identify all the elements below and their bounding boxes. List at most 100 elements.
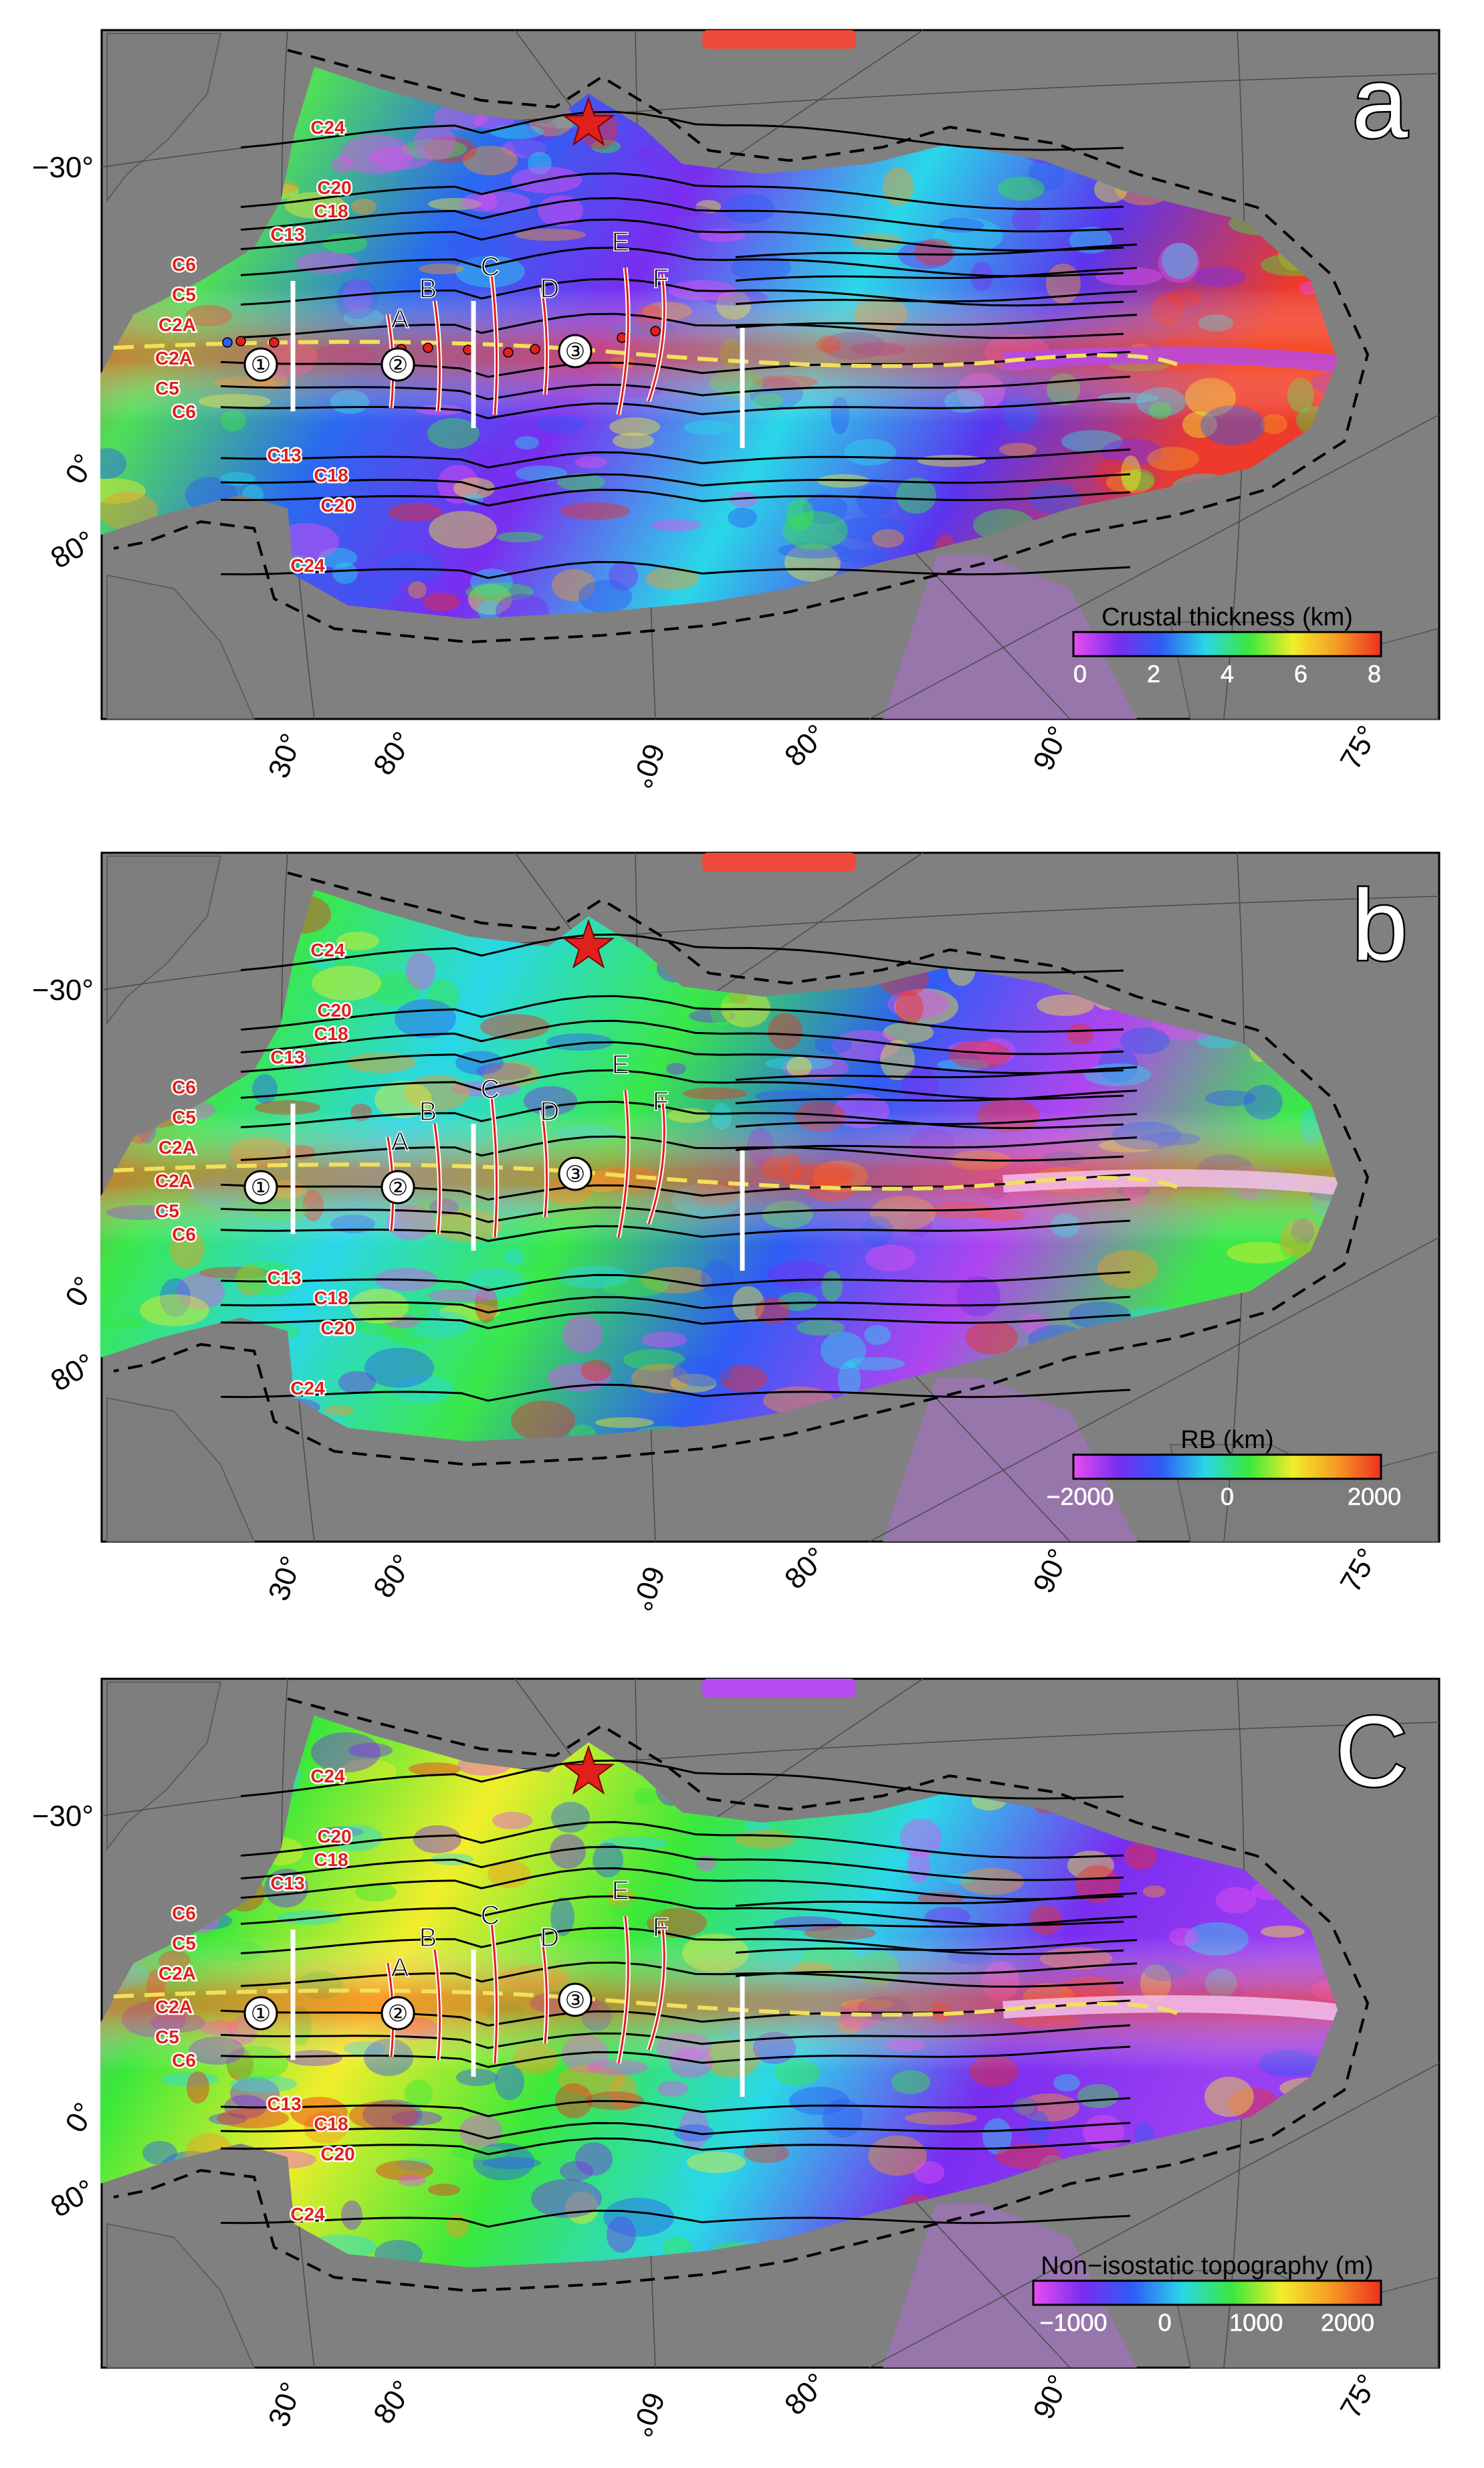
texture-blob xyxy=(1162,243,1198,279)
texture-blob xyxy=(475,1286,498,1323)
texture-blob xyxy=(774,1916,842,1931)
colorbar-tick: 0 xyxy=(1073,660,1087,688)
coastline-sw xyxy=(106,1397,255,1542)
texture-blob xyxy=(379,552,443,584)
top-strip xyxy=(702,853,856,871)
texture-blob xyxy=(982,2118,1012,2154)
chron-label: C5 xyxy=(155,378,179,399)
texture-blob xyxy=(375,1081,432,1118)
texture-blob xyxy=(575,456,607,468)
fracture-zone xyxy=(540,287,548,395)
texture-blob xyxy=(355,1883,397,1901)
texture-blob xyxy=(362,2099,423,2130)
chron-label: C18 xyxy=(314,2114,348,2134)
texture-blob xyxy=(894,989,958,1025)
segment-label: C xyxy=(481,1075,500,1104)
lat-label: 0° xyxy=(59,1271,101,1312)
lon-label: 30° xyxy=(262,729,308,782)
texture-blob xyxy=(455,255,525,288)
texture-blob xyxy=(405,2079,433,2107)
chron-label: C18 xyxy=(314,1849,348,1870)
texture-blob xyxy=(550,1834,586,1869)
texture-blob xyxy=(1019,1314,1049,1334)
texture-blob xyxy=(844,439,896,466)
texture-blob xyxy=(815,1035,852,1054)
texture-blob xyxy=(504,1249,524,1266)
texture-blob xyxy=(651,519,701,531)
texture-blob xyxy=(689,1009,736,1023)
texture-blob xyxy=(316,1827,364,1837)
texture-blob xyxy=(821,1271,843,1302)
texture-blob xyxy=(1037,995,1094,1016)
texture-blob xyxy=(735,1830,795,1849)
segment-label: C xyxy=(481,1901,500,1930)
sample-dot xyxy=(222,337,233,348)
texture-blob xyxy=(1097,1250,1158,1289)
lon-label: 80° xyxy=(778,1541,833,1596)
fracture-zone xyxy=(490,1922,498,2064)
fracture-zone xyxy=(433,1123,441,1235)
lat-label: −30° xyxy=(32,974,94,1007)
texture-blob xyxy=(838,1362,861,1398)
texture-blob xyxy=(349,2101,419,2130)
lat-label: 80° xyxy=(45,2173,100,2224)
texture-blob xyxy=(609,561,638,591)
isochron-south xyxy=(220,2045,1131,2068)
chron-label: C24 xyxy=(290,2204,325,2225)
isochron-east xyxy=(735,314,1138,328)
texture-blob xyxy=(603,2198,674,2237)
texture-blob xyxy=(1084,1063,1151,1086)
texture-blob xyxy=(478,193,498,210)
texture-blob xyxy=(480,1014,550,1039)
texture-blob xyxy=(845,1357,905,1370)
colorbar-tick: 2000 xyxy=(1321,2309,1374,2336)
segment-label: C xyxy=(481,252,500,282)
texture-blob xyxy=(252,1074,278,1104)
lon-label: 80° xyxy=(778,2367,833,2422)
texture-blob xyxy=(696,1855,716,1871)
texture-blob xyxy=(778,1292,818,1311)
segment-label: F xyxy=(653,1913,669,1942)
texture-blob xyxy=(905,2112,977,2125)
segment-marker-circle xyxy=(558,1156,593,1191)
isochron-north xyxy=(240,1845,1124,1881)
sample-dot xyxy=(650,326,661,336)
texture-blob xyxy=(560,2161,593,2181)
texture-blob xyxy=(338,575,399,607)
isochron-south xyxy=(220,1271,1131,1292)
texture-blob xyxy=(413,124,456,161)
fracture-zone xyxy=(490,274,498,415)
segment-label: B xyxy=(419,1923,437,1952)
isochrons xyxy=(220,110,1138,579)
texture-blob xyxy=(511,120,571,159)
texture-blob xyxy=(502,139,547,158)
texture-blob xyxy=(1029,1906,1063,1935)
texture-blob xyxy=(960,1868,1024,1895)
segment-marker: ③ xyxy=(565,1162,585,1187)
texture-blob xyxy=(1061,430,1123,453)
texture-blob xyxy=(473,2143,534,2180)
texture-blob xyxy=(865,1245,916,1271)
map-panel-c: A B C D E F ① ② ③ C24 C20 C18 C13 C6 C5 C2A C2A C5 C6 C13 C1… xyxy=(0,1649,1484,2451)
texture-blob xyxy=(803,494,847,524)
isochron-east xyxy=(735,1916,1138,1930)
lat-label: −30° xyxy=(32,1800,94,1833)
texture-blob xyxy=(721,989,770,1027)
chron-label: C24 xyxy=(310,940,345,960)
texture-blob xyxy=(609,417,660,436)
texture-blob xyxy=(332,562,358,584)
texture-blob xyxy=(1101,439,1163,466)
chron-label: C20 xyxy=(317,1826,351,1847)
chron-label: C2A xyxy=(158,1963,196,1984)
texture-blob xyxy=(1227,1242,1293,1263)
texture-blob xyxy=(560,1265,629,1288)
texture-blob xyxy=(409,1762,461,1776)
texture-blob xyxy=(546,1033,613,1051)
texture-blob xyxy=(515,229,586,241)
chron-label: C6 xyxy=(172,1077,196,1098)
texture-blob xyxy=(580,1360,611,1381)
colorbar-tick: 2 xyxy=(1147,660,1160,688)
texture-blob xyxy=(551,1802,590,1833)
texture-blob xyxy=(524,1086,577,1116)
isochron-north xyxy=(240,1926,1124,1956)
